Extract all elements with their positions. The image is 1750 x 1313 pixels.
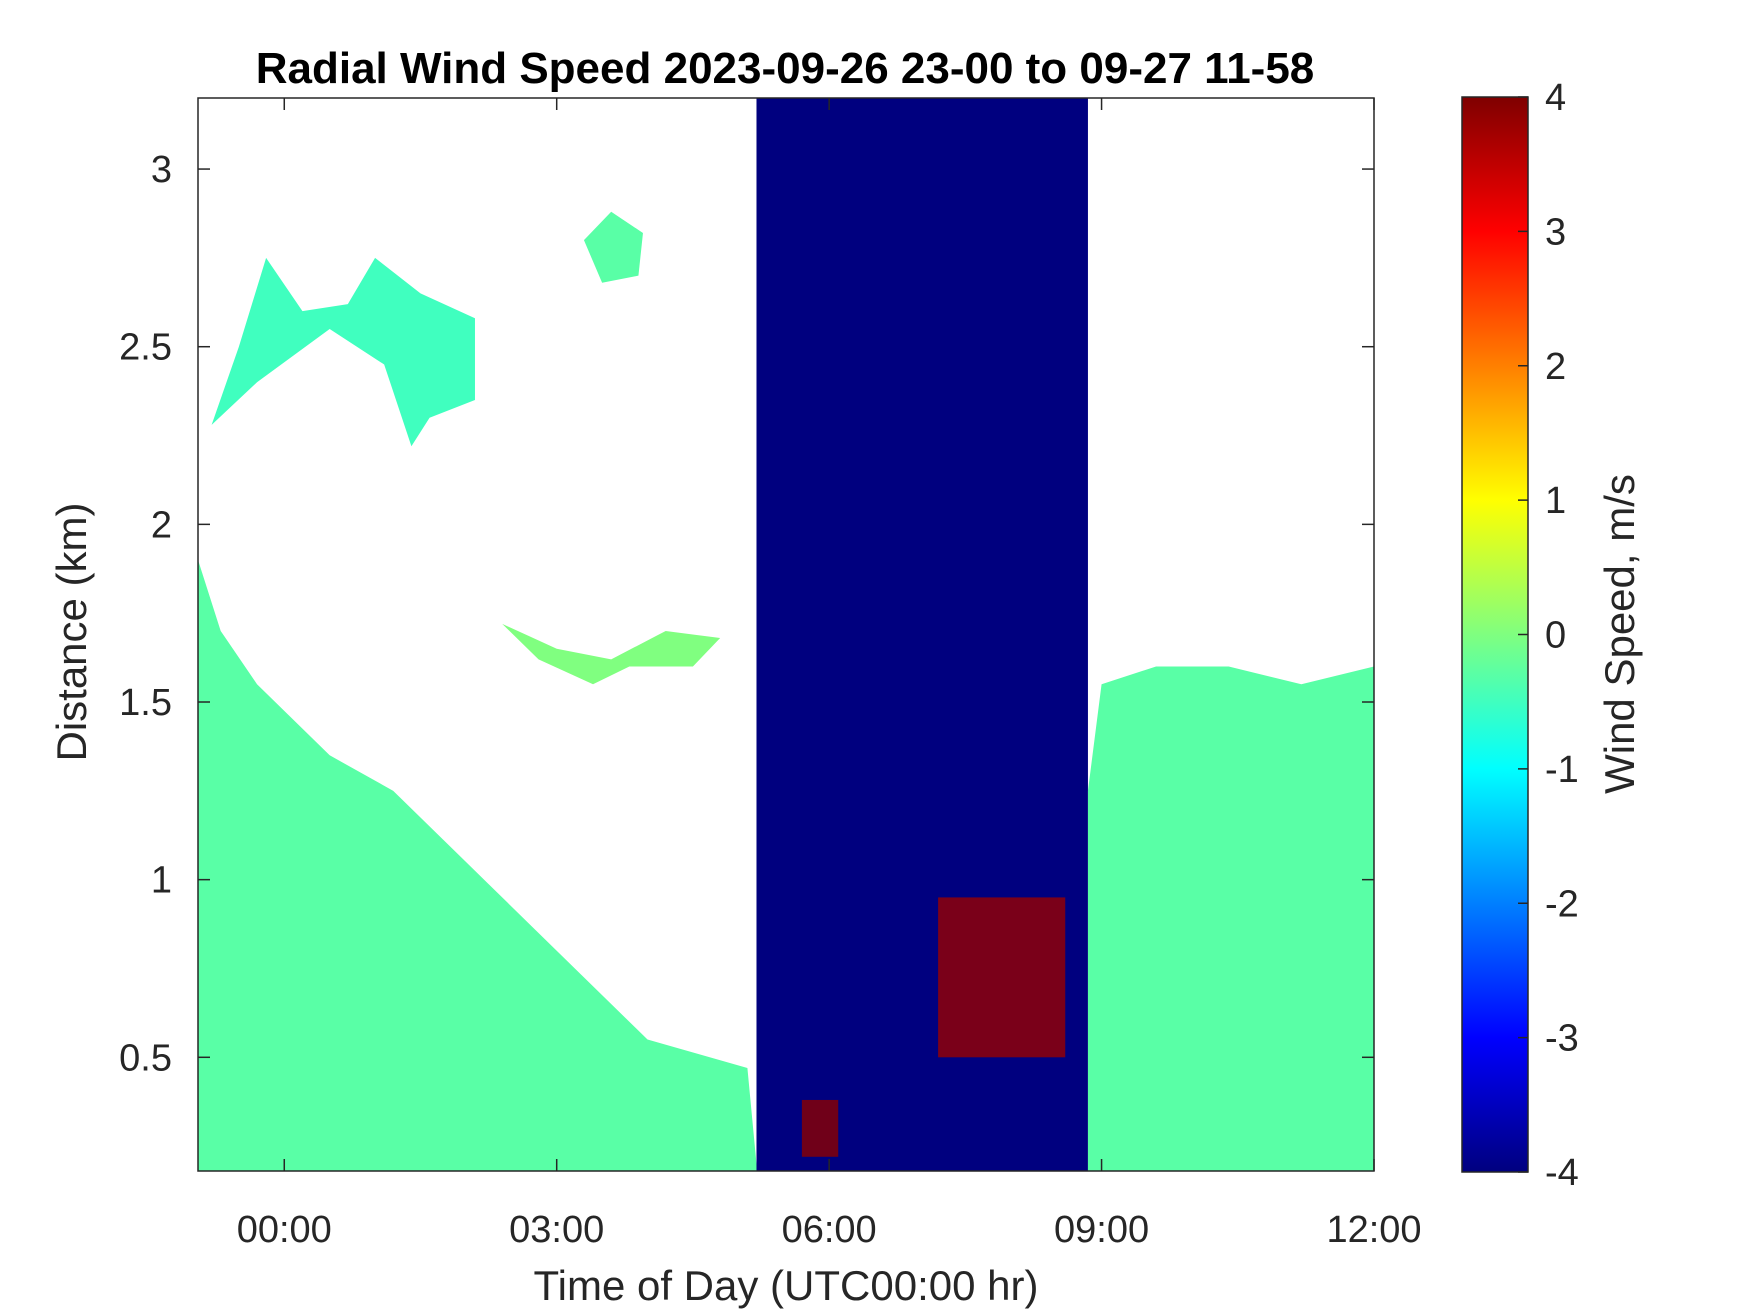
colorbar-tick-label-5: -1 [1545,749,1579,791]
region-aerosol_band-3 [502,623,721,685]
region-cloud_patch-2 [583,211,643,283]
x-tick-label-1: 03:00 [509,1209,604,1251]
region-boundary_layer-0 [198,559,757,1171]
colorbar-tick-label-0: 4 [1545,77,1566,119]
plot-area [198,98,1374,1171]
y-axis: 0.5 1 1.5 2 2.5 3 [119,149,1374,1079]
colorbar-tick-label-2: 2 [1545,346,1566,388]
colorbar-ticks: 4 3 2 1 0 -1 -2 -3 -4 [1518,77,1579,1194]
colorbar-tick-label-6: -2 [1545,883,1579,925]
region-cloud_layer-1 [211,257,475,447]
x-tick-label-0: 00:00 [237,1209,332,1251]
colorbar-label: Wind Speed, m/s [1596,474,1643,794]
x-tick-label-3: 09:00 [1054,1209,1149,1251]
y-tick-label-5: 3 [151,149,172,191]
positive-patch-0 [801,1099,839,1157]
y-tick-label-4: 2.5 [119,327,172,369]
colorbar-tick-label-4: 0 [1545,615,1566,657]
x-tick-label-2: 06:00 [782,1209,877,1251]
colorbar-tick-label-1: 3 [1545,211,1566,253]
y-tick-label-2: 1.5 [119,682,172,724]
colorbar-tick-label-8: -4 [1545,1152,1579,1194]
plot-frame [197,97,1375,1172]
y-axis-label: Distance (km) [48,502,95,761]
data-regions [198,98,1374,1171]
colorbar-gradient [1461,96,1529,1173]
chart-title: Radial Wind Speed 2023-09-26 23-00 to 09… [256,44,1315,93]
region-boundary_layer-5 [1087,666,1374,1171]
y-tick-label-3: 2 [151,504,172,546]
colorbar-tick-label-7: -3 [1545,1018,1579,1060]
y-tick-label-1: 1 [151,860,172,902]
positive-speed-patches [801,897,1066,1157]
x-axis: 00:00 03:00 06:00 09:00 12:00 [237,98,1422,1251]
x-axis-label: Time of Day (UTC00:00 hr) [534,1262,1039,1309]
x-tick-label-4: 12:00 [1326,1209,1421,1251]
y-tick-label-0: 0.5 [119,1037,172,1079]
colorbar-tick-label-3: 1 [1545,480,1566,522]
positive-patch-1 [938,897,1066,1058]
colorbar: 4 3 2 1 0 -1 -2 -3 -4 [1461,77,1579,1194]
